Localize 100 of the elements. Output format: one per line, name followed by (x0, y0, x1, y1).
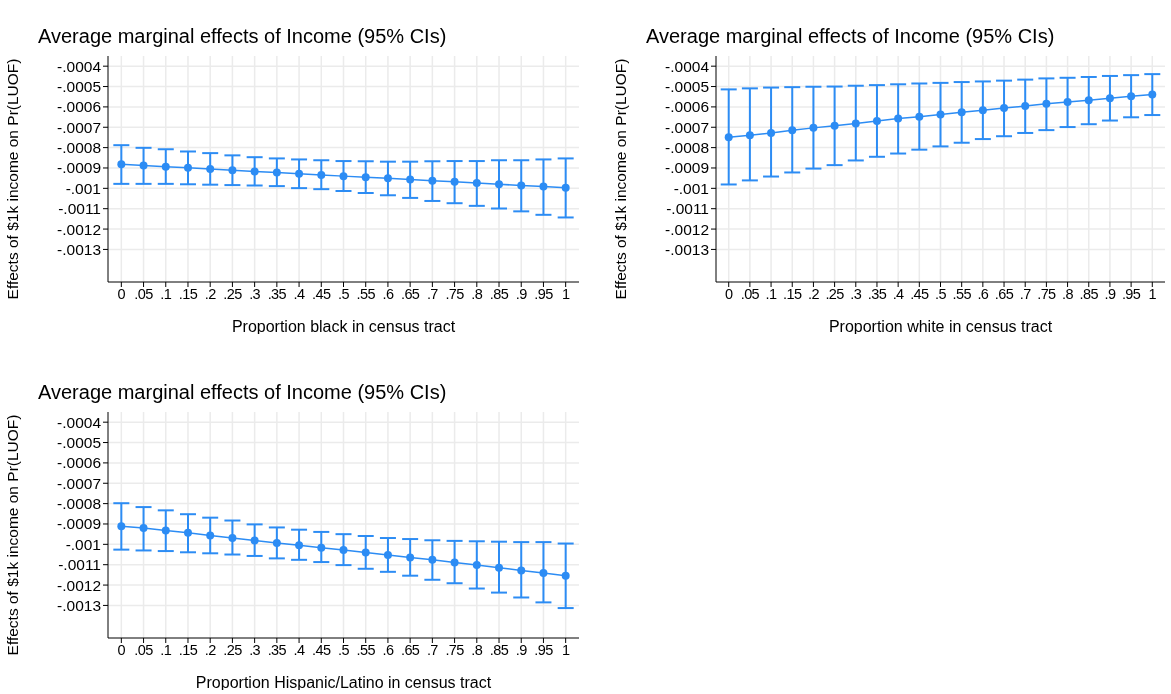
x-tick-label: .15 (178, 286, 198, 303)
x-tick-label: 0 (117, 286, 126, 303)
x-tick-label: .5 (338, 642, 350, 659)
point (561, 183, 570, 192)
point (206, 531, 215, 540)
y-tick-label: -.0011 (58, 200, 101, 218)
point (450, 177, 459, 186)
point (539, 569, 548, 578)
y-tick-label: -.0009 (57, 159, 101, 177)
point (1021, 102, 1030, 111)
y-tick-label: -.0004 (665, 57, 710, 75)
x-tick-label: .05 (740, 286, 760, 303)
x-tick-label: .25 (223, 642, 243, 659)
chart-title: Average marginal effects of Income (95% CIs) (38, 24, 447, 48)
y-tick-label: -.0009 (57, 515, 101, 533)
x-tick-label: .7 (426, 642, 439, 659)
y-tick-label: -.0006 (57, 454, 101, 472)
point (228, 534, 237, 543)
x-tick-label: .15 (178, 642, 198, 659)
x-tick-label: .45 (312, 286, 331, 303)
x-tick-label: .9 (515, 286, 528, 303)
point (317, 543, 326, 552)
x-tick-label: .7 (426, 286, 439, 303)
x-tick-label: .35 (867, 286, 887, 303)
y-tick-label: -.0012 (665, 220, 709, 238)
point (1127, 92, 1136, 101)
x-tick-label: .15 (783, 286, 802, 303)
point (978, 106, 987, 115)
point (139, 524, 148, 533)
point (428, 555, 437, 564)
x-tick-label: .85 (489, 286, 509, 303)
point (361, 548, 370, 557)
x-tick-label: 0 (724, 286, 733, 303)
point (361, 173, 370, 182)
y-tick-label: -.0004 (57, 413, 102, 431)
y-tick-label: -.0013 (57, 240, 101, 258)
y-tick-label: -.0012 (57, 220, 101, 238)
x-tick-label: .55 (356, 286, 376, 303)
point (894, 114, 903, 123)
x-tick-label: .4 (293, 642, 306, 659)
point (339, 546, 348, 555)
point (851, 119, 860, 128)
x-tick-label: .9 (515, 642, 528, 659)
x-tick-label: .6 (977, 286, 989, 303)
y-tick-label: -.0008 (57, 495, 101, 513)
x-tick-label: .65 (994, 286, 1014, 303)
y-tick-label: -.0011 (58, 556, 101, 574)
y-tick-label: -.0005 (57, 78, 101, 96)
point (767, 128, 776, 137)
y-tick-label: -.0005 (665, 78, 709, 96)
x-tick-label: .25 (223, 286, 243, 303)
x-tick-label: .85 (1079, 286, 1099, 303)
y-tick-label: -.0004 (57, 57, 102, 75)
point (450, 558, 459, 567)
x-tick-label: .3 (850, 286, 862, 303)
point (539, 182, 548, 191)
x-tick-label: .05 (134, 642, 154, 659)
y-tick-label: -.001 (65, 179, 101, 197)
y-axis-title: Effects of $1k income on Pr(LUOF) (3, 58, 21, 300)
point (250, 167, 259, 176)
x-tick-label: .6 (382, 642, 394, 659)
point (161, 162, 170, 171)
x-tick-label: 1 (561, 642, 570, 659)
point (206, 165, 215, 173)
point (406, 553, 415, 562)
x-tick-label: .2 (204, 642, 217, 659)
point (406, 175, 415, 184)
point (161, 526, 170, 535)
point (117, 522, 126, 531)
y-tick-label: -.0007 (665, 118, 709, 136)
y-tick-label: -.0013 (57, 596, 101, 614)
point (317, 170, 326, 179)
x-tick-label: .8 (471, 642, 483, 659)
x-tick-label: 0 (117, 642, 126, 659)
point (915, 112, 924, 121)
point (472, 179, 481, 188)
point (272, 168, 281, 177)
x-tick-label: .55 (952, 286, 972, 303)
x-tick-label: .05 (134, 286, 154, 303)
y-tick-label: -.0013 (665, 240, 709, 258)
x-tick-label: .4 (293, 286, 306, 303)
x-tick-label: .35 (267, 286, 287, 303)
x-tick-label: .55 (356, 642, 376, 659)
point (472, 561, 481, 570)
x-tick-label: .35 (267, 642, 287, 659)
point (495, 180, 504, 189)
x-tick-label: .1 (160, 642, 172, 659)
y-axis-title: Effects of $1k income on Pr(LUOF) (3, 414, 21, 656)
point (339, 172, 348, 181)
point (745, 131, 754, 140)
point (1042, 99, 1051, 108)
x-tick-label: .65 (400, 642, 420, 659)
y-tick-label: -.0006 (57, 98, 101, 116)
x-tick-label: .5 (338, 286, 350, 303)
x-tick-label: .3 (249, 642, 261, 659)
y-tick-label: -.0009 (665, 159, 709, 177)
x-tick-label: .75 (445, 642, 465, 659)
point (295, 541, 304, 550)
point (272, 538, 281, 547)
x-tick-label: .65 (400, 286, 420, 303)
